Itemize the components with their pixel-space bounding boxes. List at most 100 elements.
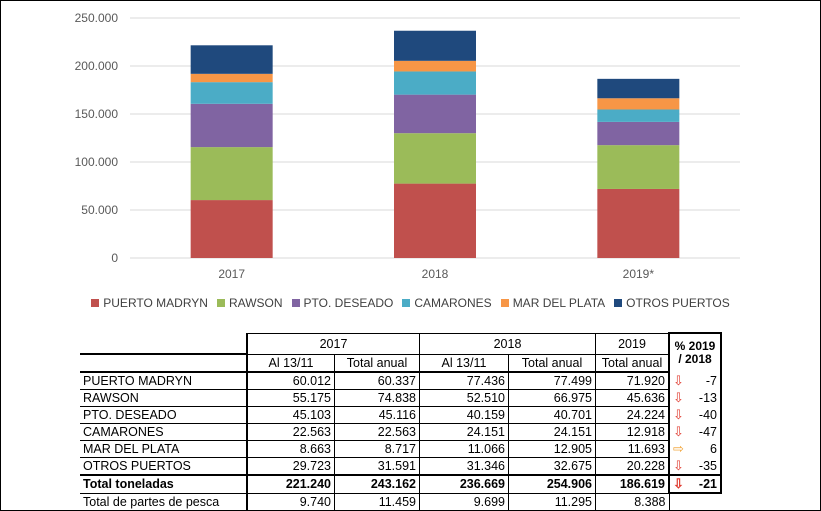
cell-pct-change: ⇩ -35 bbox=[668, 457, 722, 475]
cell-2018-total: 32.675 bbox=[508, 457, 596, 476]
x-tick-label: 2018 bbox=[422, 267, 449, 281]
bar-segment bbox=[190, 82, 273, 104]
pct-value: -40 bbox=[698, 408, 717, 422]
row-label: Total toneladas bbox=[80, 474, 247, 494]
legend-item: CAMARONES bbox=[402, 296, 492, 310]
cell-2017-total: 22.563 bbox=[334, 423, 420, 441]
cell-2018-partial: 52.510 bbox=[419, 389, 509, 407]
table-row: PUERTO MADRYN 60.012 60.337 77.436 77.499 71.… bbox=[80, 372, 722, 390]
pct-value: -7 bbox=[705, 373, 717, 388]
table-row: CAMARONES 22.563 22.563 24.151 24.151 12.918 ⇩… bbox=[80, 423, 722, 441]
pct-header-line1: % 2019 bbox=[674, 339, 716, 353]
legend-item: PUERTO MADRYN bbox=[91, 296, 208, 310]
table-row-partes: Total de partes de pesca 9.740 11.459 9.699… bbox=[80, 493, 721, 511]
legend-item: PTO. DESEADO bbox=[291, 296, 394, 310]
cell-2017-partial: 60.012 bbox=[246, 372, 335, 390]
cell-2018-partial: 24.151 bbox=[419, 423, 509, 441]
arrow-down-icon: ⇩ bbox=[673, 424, 684, 439]
cell-2018-total: 77.499 bbox=[508, 372, 596, 390]
bar-segment bbox=[394, 71, 476, 95]
cell-2017-partial: 9.740 bbox=[246, 493, 335, 511]
pct-value: -13 bbox=[698, 391, 717, 405]
bar-segment bbox=[597, 78, 680, 99]
y-tick-label: 150.000 bbox=[75, 107, 119, 121]
cell-2019-total: 12.918 bbox=[595, 423, 670, 441]
pct-value: -21 bbox=[698, 477, 717, 491]
pct-value: 6 bbox=[710, 442, 717, 456]
bar-segment bbox=[597, 188, 680, 258]
cell-2017-partial: 55.175 bbox=[246, 389, 335, 407]
row-label: OTROS PUERTOS bbox=[80, 457, 247, 476]
legend-swatch bbox=[402, 299, 411, 307]
cell-2017-total: 11.459 bbox=[334, 493, 420, 511]
legend-item: OTROS PUERTOS bbox=[614, 296, 730, 310]
cell-pct-change: ⇩ -47 bbox=[668, 423, 722, 441]
pct-value: -47 bbox=[698, 425, 717, 439]
arrow-down-icon: ⇩ bbox=[673, 372, 684, 388]
y-tick-label: 250.000 bbox=[75, 11, 119, 25]
cell-2018-total: 24.151 bbox=[508, 423, 596, 441]
table-row: PTO. DESEADO 45.103 45.116 40.159 40.701 24.2… bbox=[80, 406, 722, 424]
bar-segment bbox=[597, 145, 680, 189]
cell-2017-total: 45.116 bbox=[334, 406, 420, 424]
stacked-bar-chart: 0 50.000 100.000 150.000 200.000 250.000 2017 2… bbox=[75, 11, 740, 281]
cell-2019-total: 11.693 bbox=[595, 440, 670, 458]
legend-item: RAWSON bbox=[216, 296, 283, 310]
row-label: Total de partes de pesca bbox=[80, 493, 247, 511]
row-label: PUERTO MADRYN bbox=[80, 372, 247, 390]
header-empty-cell bbox=[80, 354, 247, 373]
cell-2017-partial: 22.563 bbox=[246, 423, 335, 441]
bar-segment bbox=[190, 147, 273, 201]
cell-2018-total: 12.905 bbox=[508, 440, 596, 458]
cell-2019-total: 45.636 bbox=[595, 389, 670, 407]
cell-2019-total: 186.619 bbox=[595, 474, 670, 494]
sub-header-2018-partial: Al 13/11 bbox=[419, 353, 509, 373]
table-header-sub: Al 13/11 Total anual Al 13/11 Total anua… bbox=[80, 353, 721, 373]
cell-2019-total: 71.920 bbox=[595, 372, 670, 390]
sub-header-2017-partial: Al 13/11 bbox=[246, 353, 335, 373]
y-tick-label: 50.000 bbox=[81, 203, 118, 217]
y-tick-label: 0 bbox=[111, 251, 118, 265]
cell-2017-total: 60.337 bbox=[334, 372, 420, 390]
table-row: MAR DEL PLATA 8.663 8.717 11.066 12.905 11.69… bbox=[80, 440, 722, 458]
cell-2018-partial: 77.436 bbox=[419, 372, 509, 390]
sub-header-2018-total: Total anual bbox=[508, 353, 596, 373]
cell-2017-partial: 221.240 bbox=[246, 474, 335, 494]
legend-label: MAR DEL PLATA bbox=[512, 296, 606, 310]
y-tick-label: 100.000 bbox=[75, 155, 119, 169]
bar-segment bbox=[190, 73, 273, 83]
table-row: RAWSON 55.175 74.838 52.510 66.975 45.636 ⇩ -13 bbox=[80, 389, 722, 407]
table-header-years: 2017 2018 2019 % 2019 / 2018 bbox=[80, 332, 722, 372]
sub-header-2019-total: Total anual bbox=[595, 353, 670, 373]
y-tick-label: 200.000 bbox=[75, 59, 119, 73]
x-tick-label: 2019* bbox=[623, 267, 655, 281]
legend-label: PTO. DESEADO bbox=[303, 296, 394, 310]
header-empty-cell bbox=[80, 333, 247, 355]
chart-legend: PUERTO MADRYN RAWSON PTO. DESEADO CAMARONES… bbox=[0, 294, 821, 312]
cell-2018-partial: 11.066 bbox=[419, 440, 509, 458]
cell-2017-partial: 29.723 bbox=[246, 457, 335, 476]
sub-header-2017-total: Total anual bbox=[334, 353, 420, 373]
legend-label: PUERTO MADRYN bbox=[103, 296, 208, 310]
cell-2018-partial: 9.699 bbox=[419, 493, 509, 511]
cell-pct-change: ⇩ -13 bbox=[668, 389, 722, 407]
legend-item: MAR DEL PLATA bbox=[500, 296, 606, 310]
cell-2017-total: 8.717 bbox=[334, 440, 420, 458]
cell-2018-total: 66.975 bbox=[508, 389, 596, 407]
bar-segment bbox=[190, 200, 273, 258]
row-label: CAMARONES bbox=[80, 423, 247, 441]
cell-2019-total: 24.224 bbox=[595, 406, 670, 424]
bar-segment bbox=[597, 121, 680, 146]
cell-pct-change: ⇨ 6 bbox=[668, 440, 722, 458]
cell-2017-total: 243.162 bbox=[334, 474, 420, 494]
arrow-down-icon: ⇩ bbox=[673, 407, 684, 422]
cell-2017-total: 74.838 bbox=[334, 389, 420, 407]
cell-2019-total: 8.388 bbox=[595, 493, 670, 511]
cell-pct-change bbox=[669, 493, 721, 510]
legend-label: RAWSON bbox=[228, 296, 283, 310]
cell-2018-total: 40.701 bbox=[508, 406, 596, 424]
legend-swatch bbox=[614, 299, 623, 307]
bar-segment bbox=[394, 30, 476, 61]
bar-segment bbox=[597, 98, 680, 110]
legend-swatch bbox=[500, 299, 509, 307]
